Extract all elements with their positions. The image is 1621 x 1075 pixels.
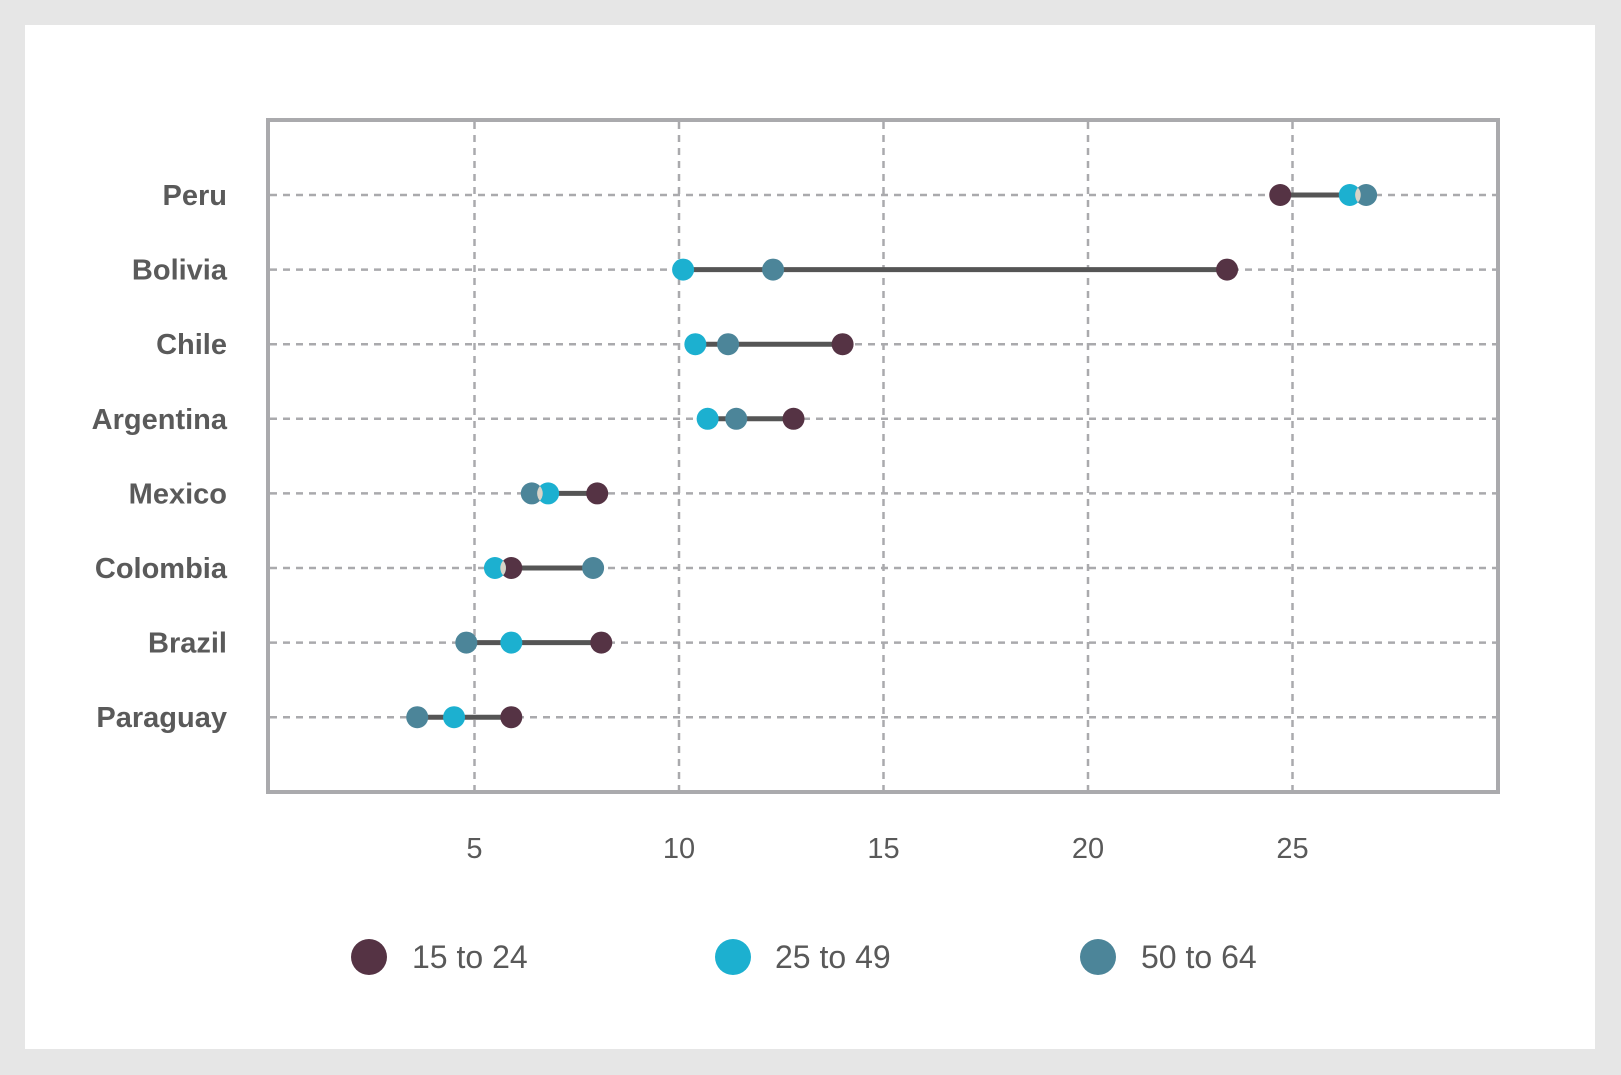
- data-point[interactable]: [762, 258, 785, 281]
- data-point[interactable]: [684, 333, 707, 356]
- data-point[interactable]: [483, 557, 506, 579]
- data-point[interactable]: [500, 631, 523, 654]
- x-tick-label: 25: [1276, 833, 1308, 865]
- legend-swatch-icon: [351, 939, 387, 975]
- category-label: Mexico: [129, 478, 227, 510]
- data-point[interactable]: [455, 631, 478, 654]
- category-label: Peru: [163, 180, 227, 212]
- dumbbell-row: [684, 333, 854, 356]
- legend-label: 50 to 64: [1141, 939, 1257, 975]
- dumbbell-row: [483, 557, 605, 579]
- x-tick-label: 10: [663, 833, 695, 865]
- x-tick-label: 20: [1072, 833, 1104, 865]
- legend-label: 15 to 24: [412, 939, 528, 975]
- category-label: Argentina: [92, 404, 228, 436]
- data-point[interactable]: [520, 482, 543, 505]
- dumbbell-rows: [406, 184, 1378, 729]
- x-tick-label: 5: [466, 833, 482, 865]
- legend-item[interactable]: 50 to 64: [1080, 939, 1257, 975]
- category-label: Paraguay: [96, 702, 227, 734]
- data-point[interactable]: [500, 706, 523, 729]
- data-point[interactable]: [590, 631, 613, 654]
- dumbbell-row: [520, 482, 609, 505]
- data-point[interactable]: [717, 333, 740, 356]
- category-label: Bolivia: [132, 255, 228, 287]
- data-point[interactable]: [500, 557, 523, 579]
- legend-swatch-icon: [715, 939, 751, 975]
- dumbbell-row: [696, 407, 805, 430]
- data-point[interactable]: [582, 557, 605, 579]
- legend: 15 to 24 25 to 49 50 to 64: [351, 939, 1257, 975]
- data-point[interactable]: [1269, 184, 1292, 206]
- data-point[interactable]: [1338, 184, 1361, 206]
- dumbbell-row: [406, 706, 523, 729]
- legend-item[interactable]: 15 to 24: [351, 939, 528, 975]
- data-point[interactable]: [443, 706, 466, 729]
- gridlines: [270, 122, 1496, 790]
- legend-swatch-icon: [1080, 939, 1116, 975]
- dumbbell-row: [455, 631, 613, 654]
- dumbbell-row: [672, 258, 1239, 281]
- data-point[interactable]: [1355, 184, 1378, 206]
- data-point[interactable]: [831, 333, 854, 356]
- data-point[interactable]: [782, 407, 805, 430]
- data-point[interactable]: [586, 482, 609, 505]
- dumbbell-row: [1269, 184, 1378, 206]
- category-label: Brazil: [148, 628, 227, 660]
- data-point[interactable]: [672, 258, 695, 281]
- x-tick-label: 15: [867, 833, 899, 865]
- data-point[interactable]: [1216, 258, 1239, 281]
- category-label: Colombia: [95, 553, 228, 585]
- category-label: Chile: [156, 329, 227, 361]
- data-point[interactable]: [696, 407, 719, 430]
- data-point[interactable]: [725, 407, 748, 430]
- x-axis-labels: 5 10 15 20 25: [466, 833, 1308, 865]
- plot-frame: [266, 118, 1500, 794]
- data-point[interactable]: [406, 706, 429, 729]
- y-axis-labels: Peru Bolivia Chile Argentina Mexico Colombia B…: [92, 180, 228, 734]
- legend-item[interactable]: 25 to 49: [715, 939, 891, 975]
- data-point[interactable]: [537, 482, 560, 505]
- legend-label: 25 to 49: [775, 939, 891, 975]
